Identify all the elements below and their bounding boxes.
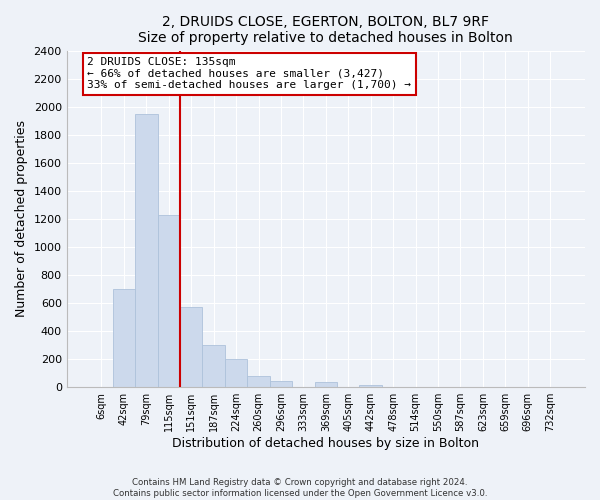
X-axis label: Distribution of detached houses by size in Bolton: Distribution of detached houses by size …	[172, 437, 479, 450]
Bar	[359, 385, 382, 387]
Bar	[180, 306, 202, 387]
Bar	[314, 382, 337, 387]
Y-axis label: Number of detached properties: Number of detached properties	[15, 120, 28, 318]
Bar	[113, 289, 135, 387]
Bar	[247, 376, 270, 387]
Text: 2 DRUIDS CLOSE: 135sqm
← 66% of detached houses are smaller (3,427)
33% of semi-: 2 DRUIDS CLOSE: 135sqm ← 66% of detached…	[88, 58, 412, 90]
Bar	[202, 345, 225, 387]
Bar	[158, 214, 180, 387]
Bar	[270, 381, 292, 387]
Bar	[135, 114, 158, 387]
Bar	[225, 359, 247, 387]
Text: Contains HM Land Registry data © Crown copyright and database right 2024.
Contai: Contains HM Land Registry data © Crown c…	[113, 478, 487, 498]
Title: 2, DRUIDS CLOSE, EGERTON, BOLTON, BL7 9RF
Size of property relative to detached : 2, DRUIDS CLOSE, EGERTON, BOLTON, BL7 9R…	[139, 15, 513, 45]
